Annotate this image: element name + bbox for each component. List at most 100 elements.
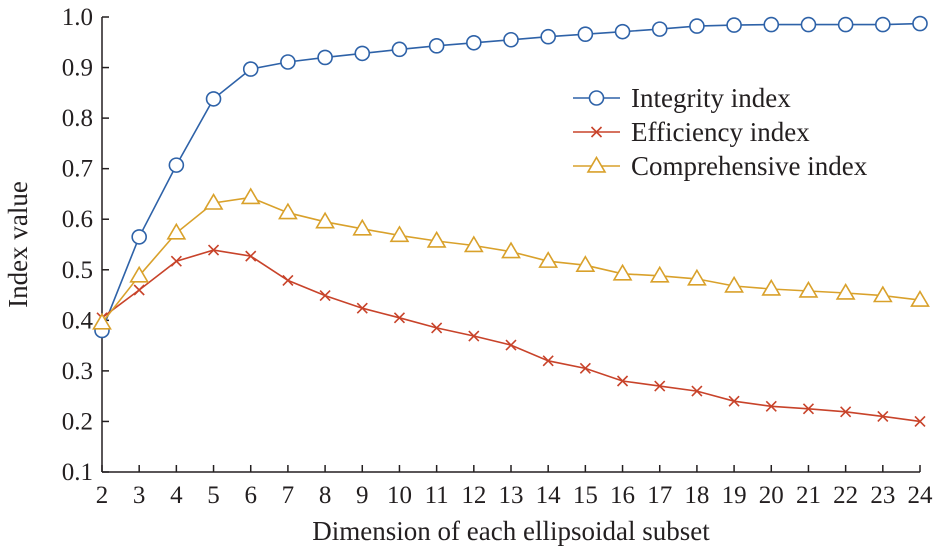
- data-point: [505, 339, 517, 351]
- series-circle: [94, 15, 928, 339]
- data-point: [92, 312, 112, 330]
- x-tick-label: 3: [133, 482, 146, 509]
- y-tick-label: 0.8: [62, 105, 93, 132]
- legend-item: Comprehensive index: [573, 151, 868, 181]
- data-point: [245, 250, 257, 262]
- data-point: [761, 278, 782, 296]
- data-point: [689, 18, 705, 34]
- y-tick-label: 0.4: [62, 307, 94, 334]
- y-tick-label: 0.6: [62, 206, 93, 233]
- data-point: [207, 244, 220, 256]
- data-point: [538, 251, 559, 268]
- data-point: [426, 230, 447, 248]
- data-point: [800, 16, 817, 33]
- data-point: [542, 355, 554, 367]
- x-tick-label: 6: [244, 482, 257, 509]
- y-tick-label: 1.0: [62, 4, 93, 31]
- data-point: [728, 395, 740, 407]
- legend: Integrity index Efficiency index Comprehen…: [573, 83, 868, 181]
- data-point: [278, 202, 298, 220]
- data-point: [280, 54, 296, 70]
- data-point: [614, 23, 631, 40]
- x-tick-label: 15: [573, 482, 598, 509]
- legend-item: Efficiency index: [573, 117, 810, 147]
- data-point: [612, 263, 633, 281]
- legend-marker: [590, 126, 603, 138]
- data-point: [242, 61, 259, 77]
- legend-label: Efficiency index: [631, 117, 810, 147]
- data-point: [391, 41, 408, 58]
- data-point: [837, 16, 854, 33]
- x-tick-label: 24: [908, 482, 934, 509]
- data-point: [765, 400, 777, 412]
- data-point: [315, 211, 335, 229]
- series-triangle: [92, 187, 930, 330]
- data-point: [910, 290, 930, 307]
- x-tick-label: 19: [722, 482, 747, 509]
- data-point: [468, 330, 480, 342]
- data-point: [203, 192, 224, 210]
- series-line: [101, 196, 921, 324]
- series-x: [96, 244, 926, 428]
- data-point: [912, 15, 928, 32]
- data-point: [352, 218, 373, 236]
- data-point: [724, 275, 744, 293]
- data-point: [166, 222, 187, 240]
- x-tick-label: 21: [796, 482, 821, 509]
- data-point: [501, 241, 521, 259]
- data-point: [872, 285, 893, 303]
- axes: 0.10.20.30.40.50.60.70.80.91.02 3 4 5 6 7 8 9 10…: [62, 4, 933, 509]
- x-tick-label: 23: [870, 482, 895, 509]
- y-tick-label: 0.2: [62, 408, 93, 435]
- data-point: [654, 380, 666, 392]
- legend-label: Integrity index: [631, 83, 791, 113]
- y-tick-label: 0.3: [62, 358, 93, 385]
- x-tick-label: 2: [96, 482, 109, 509]
- data-point: [875, 16, 891, 33]
- data-point: [428, 38, 445, 54]
- data-point: [170, 255, 182, 267]
- data-point: [691, 385, 703, 397]
- data-point: [763, 16, 780, 33]
- x-tick-label: 10: [387, 482, 412, 509]
- data-point: [317, 49, 333, 66]
- data-point: [579, 362, 591, 374]
- x-axis-title: Dimension of each ellipsoidal subset: [312, 516, 710, 546]
- data-point: [540, 28, 556, 45]
- data-point: [282, 274, 294, 286]
- series-line: [101, 249, 921, 423]
- data-point: [575, 255, 596, 272]
- data-point: [354, 45, 371, 62]
- legend-label: Comprehensive index: [631, 151, 868, 181]
- data-point: [319, 289, 331, 302]
- data-point: [240, 187, 261, 205]
- data-point: [129, 265, 150, 283]
- data-point: [616, 375, 629, 387]
- x-tick-label: 22: [833, 482, 858, 509]
- data-point: [877, 410, 889, 422]
- x-tick-label: 14: [536, 482, 562, 509]
- x-tick-label: 8: [319, 482, 332, 509]
- data-point: [463, 235, 484, 253]
- x-tick-label: 11: [425, 482, 449, 509]
- y-tick-label: 0.5: [62, 257, 93, 284]
- y-axis-title: Index value: [3, 181, 33, 308]
- x-tick-label: 9: [356, 482, 369, 509]
- y-tick-label: 0.7: [62, 156, 93, 183]
- data-point: [356, 302, 368, 314]
- data-point: [802, 403, 815, 415]
- data-point: [687, 268, 707, 286]
- x-tick-label: 20: [759, 482, 784, 509]
- x-tick-label: 7: [282, 482, 295, 509]
- y-tick-label: 0.1: [62, 459, 93, 486]
- y-tick-label: 0.9: [62, 55, 93, 82]
- legend-item: Integrity index: [573, 83, 791, 113]
- data-point: [798, 280, 819, 298]
- data-point: [577, 26, 594, 42]
- legend-marker: [588, 90, 605, 106]
- legend-marker: [586, 155, 607, 173]
- data-point: [431, 322, 443, 334]
- data-point: [466, 34, 482, 51]
- data-point: [133, 284, 145, 296]
